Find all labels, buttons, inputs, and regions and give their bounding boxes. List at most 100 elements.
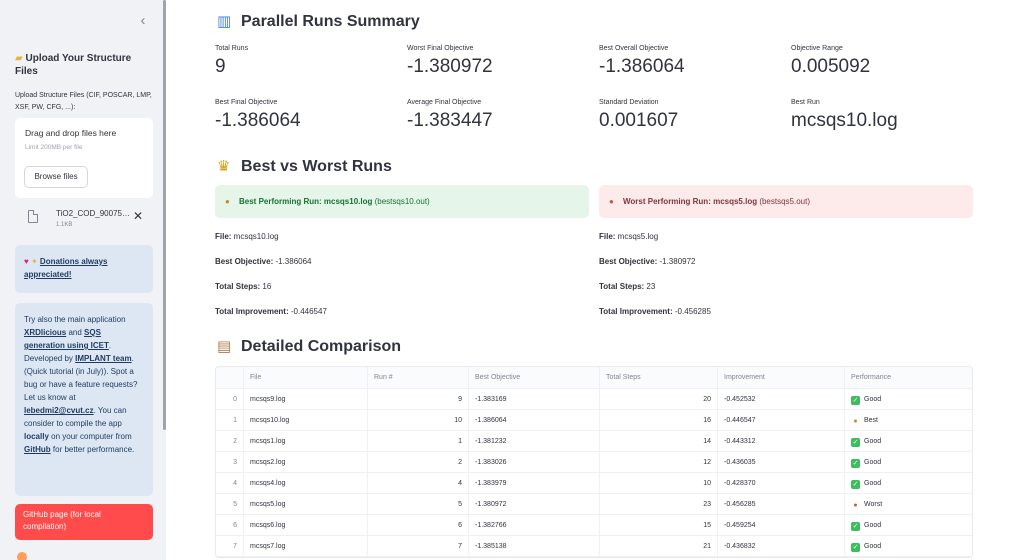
table-cell-obj: -1.382766 xyxy=(469,515,600,535)
metric-value: -1.380972 xyxy=(407,56,493,77)
sidebar-scrollbar[interactable] xyxy=(163,0,166,430)
info-text: and xyxy=(66,328,85,337)
worst-run-alert: ● Worst Performing Run: mcsqs5.log (bests… xyxy=(599,185,973,218)
worst-run-file: (bestsqs5.out) xyxy=(757,197,811,206)
table-cell-steps: 15 xyxy=(600,515,718,535)
metric-value: mcsqs10.log xyxy=(791,110,898,131)
detail-value: -1.380972 xyxy=(657,257,696,266)
check-icon: ✓ xyxy=(851,480,860,489)
donation-link[interactable]: Donations always appreciated! xyxy=(24,257,108,279)
check-icon: ✓ xyxy=(851,396,860,405)
xrdlicious-link[interactable]: XRDlicious xyxy=(24,328,67,337)
chevron-left-icon[interactable]: ‹ xyxy=(140,12,146,29)
worst-objective-detail: Best Objective: -1.380972 xyxy=(599,257,696,266)
detail-label: File: xyxy=(599,232,616,241)
table-cell-performance: ✓ Good xyxy=(845,452,972,472)
sidebar: ‹ ▰ Upload Your Structure Files Upload S… xyxy=(0,0,166,560)
column-header[interactable]: Best Objective xyxy=(469,367,600,388)
table-cell-steps: 12 xyxy=(600,452,718,472)
main-content: ▥ Parallel Runs Summary Total Runs 9 Wors… xyxy=(166,0,1024,560)
table-cell-file: mcsqs4.log xyxy=(244,473,368,493)
table-cell-impr: -0.452532 xyxy=(718,389,845,409)
performance-label: Good xyxy=(864,543,882,550)
column-header[interactable]: Performance xyxy=(851,374,892,381)
dropzone-title: Drag and drop files here xyxy=(25,128,117,138)
upload-field-label: Upload Structure Files (CIF, POSCAR, LMP… xyxy=(15,92,152,111)
column-header[interactable] xyxy=(216,367,244,388)
table-cell-run: 2 xyxy=(368,452,469,472)
table-row[interactable]: 5 mcsqs5.log 5 -1.380972 23 -0.456285 ● Worst xyxy=(216,494,972,515)
table-row[interactable]: 2 mcsqs1.log 1 -1.381232 14 -0.443312 ✓ Good xyxy=(216,431,972,452)
detail-value: mcsqs5.log xyxy=(615,232,659,241)
table-cell-performance: ✓ Good xyxy=(845,431,972,451)
best-run-alert: ● Best Performing Run: mcsqs10.log (bests… xyxy=(215,185,589,218)
table-body: 0 mcsqs9.log 9 -1.383169 20 -0.452532 ✓ Good 1 mc… xyxy=(216,389,972,557)
metric-objective-range: Objective Range 0.005092 xyxy=(791,45,976,78)
detail-label: Total Steps: xyxy=(599,282,645,291)
handshake-icon: ✦ xyxy=(30,257,38,266)
github-link[interactable]: GitHub xyxy=(24,445,51,454)
detail-label: Total Steps: xyxy=(215,282,261,291)
upload-title-text: Upload Your Structure Files xyxy=(15,53,132,77)
table-cell-idx: 7 xyxy=(216,536,244,556)
bar-chart-icon: ▥ xyxy=(217,13,232,30)
table-cell-obj: -1.385138 xyxy=(469,536,600,556)
table-row[interactable]: 6 mcsqs6.log 6 -1.382766 15 -0.459254 ✓ Good xyxy=(216,515,972,536)
table-cell-file: mcsqs5.log xyxy=(244,494,368,514)
performance-label: Best xyxy=(864,417,879,424)
table-cell-run: 9 xyxy=(368,389,469,409)
browse-files-button[interactable]: Browse files xyxy=(24,166,88,188)
column-header[interactable]: Total Steps xyxy=(600,367,718,388)
best-improvement-detail: Total Improvement: -0.446547 xyxy=(215,307,327,316)
info-text: . Developed by xyxy=(24,341,112,363)
uploaded-file-item: TiO2_COD_9007531.cif 1.1KB ✕ xyxy=(22,206,152,232)
table-cell-impr: -0.446547 xyxy=(718,410,845,430)
detail-label: File: xyxy=(215,232,232,241)
info-text: . You can consider to compile the app xyxy=(24,406,127,428)
metric-label: Best Overall Objective xyxy=(599,45,669,52)
table-cell-idx: 4 xyxy=(216,473,244,493)
table-row[interactable]: 0 mcsqs9.log 9 -1.383169 20 -0.452532 ✓ Good xyxy=(216,389,972,410)
table-cell-run: 7 xyxy=(368,536,469,556)
implant-team-link[interactable]: IMPLANT team xyxy=(75,354,132,363)
detail-label: Total Improvement: xyxy=(599,307,673,316)
comparison-table[interactable]: File Run # Best Objective Total Steps Im… xyxy=(215,366,973,558)
file-dropzone[interactable]: Drag and drop files here Limit 200MB per… xyxy=(15,118,153,198)
detailed-section-title: ▤ Detailed Comparison xyxy=(217,337,401,356)
info-text: for better performance. xyxy=(50,445,135,454)
detail-label: Total Improvement: xyxy=(215,307,289,316)
table-row[interactable]: 7 mcsqs7.log 7 -1.385138 21 -0.436832 ✓ Good xyxy=(216,536,972,557)
comparison-section-title: ♛ Best vs Worst Runs xyxy=(217,157,392,176)
metric-label: Best Final Objective xyxy=(215,99,278,106)
email-link[interactable]: lebedmi2@cvut.cz xyxy=(24,406,94,415)
info-text: . (Quick tutorial (in July)). Spot a bug… xyxy=(24,354,138,402)
best-objective-detail: Best Objective: -1.386064 xyxy=(215,257,312,266)
file-icon xyxy=(28,210,38,223)
close-icon[interactable]: ✕ xyxy=(132,209,144,223)
metric-value: -1.383447 xyxy=(407,110,493,131)
table-cell-steps: 23 xyxy=(600,494,718,514)
table-cell-run: 1 xyxy=(368,431,469,451)
sqs-icet-link[interactable]: SQS generation using ICET xyxy=(24,328,109,350)
column-header[interactable]: Improvement xyxy=(718,367,845,388)
table-cell-performance: ✓ Good xyxy=(845,515,972,535)
table-cell-steps: 16 xyxy=(600,410,718,430)
worst-steps-detail: Total Steps: 23 xyxy=(599,282,655,291)
table-cell-run: 6 xyxy=(368,515,469,535)
column-header[interactable]: Run # xyxy=(368,367,469,388)
table-row[interactable]: 1 mcsqs10.log 10 -1.386064 16 -0.446547 ● Best xyxy=(216,410,972,431)
github-page-button[interactable]: GitHub page (for local compilation) xyxy=(15,504,153,540)
detail-value: -0.456285 xyxy=(672,307,711,316)
table-row[interactable]: 3 mcsqs2.log 2 -1.383026 12 -0.436035 ✓ Good xyxy=(216,452,972,473)
summary-section-title: ▥ Parallel Runs Summary xyxy=(217,12,420,31)
detail-value: 16 xyxy=(260,282,272,291)
table-row[interactable]: 4 mcsqs4.log 4 -1.383979 10 -0.428370 ✓ Good xyxy=(216,473,972,494)
column-header[interactable]: File xyxy=(244,367,368,388)
table-cell-idx: 5 xyxy=(216,494,244,514)
table-cell-file: mcsqs7.log xyxy=(244,536,368,556)
medal-icon: ● xyxy=(225,197,230,206)
table-cell-performance: ✓ Good xyxy=(845,536,972,556)
table-cell-idx: 0 xyxy=(216,389,244,409)
metric-value: -1.386064 xyxy=(215,110,301,131)
upload-section-title: ▰ Upload Your Structure Files xyxy=(15,52,155,78)
